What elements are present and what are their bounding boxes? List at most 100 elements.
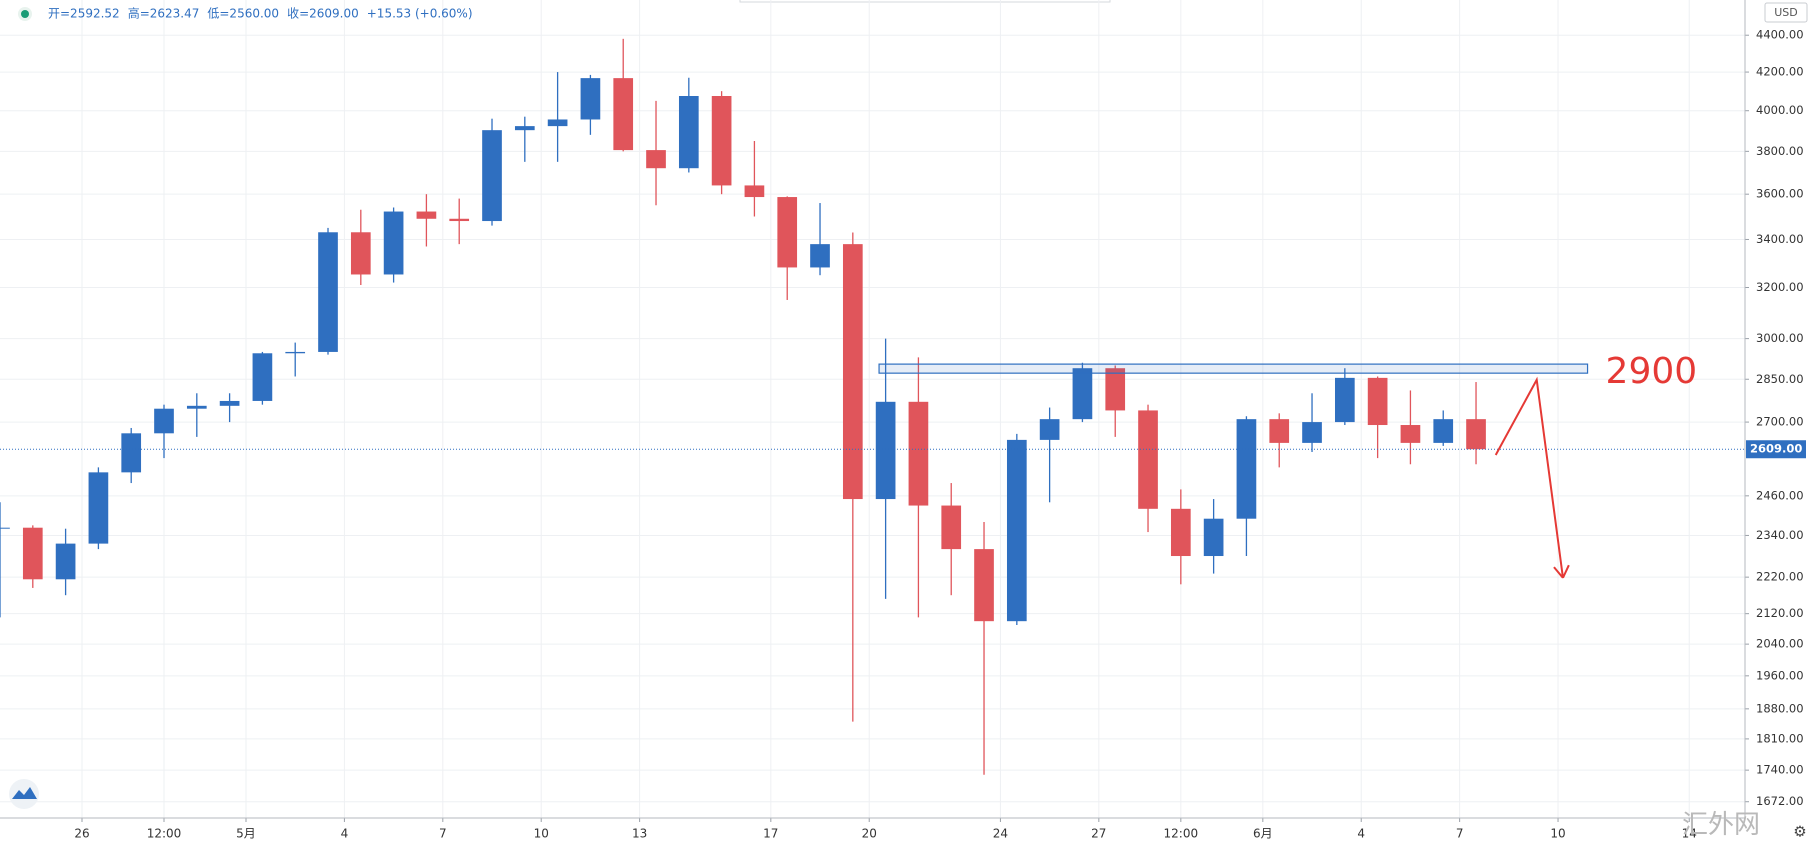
header: 开=2592.52 高=2623.47 低=2560.00 收=2609.00 +15.… xyxy=(48,6,473,21)
y-tick-label: 4400.00 xyxy=(1756,28,1804,42)
candle-body xyxy=(121,433,142,473)
candle-body xyxy=(318,232,338,352)
ohlc-value: 收=2609.00 xyxy=(287,7,359,21)
candle-body xyxy=(1138,410,1158,509)
y-tick-label: 1740.00 xyxy=(1756,763,1804,777)
candle-body xyxy=(1039,419,1060,440)
currency: USD xyxy=(1774,6,1798,19)
x-tick-label: 24 xyxy=(993,827,1008,841)
change-value: +15.53 (+0.60%) xyxy=(367,7,473,21)
y-tick-label: 2850.00 xyxy=(1756,372,1804,386)
y-tick-label: 3000.00 xyxy=(1756,331,1804,345)
candle-body xyxy=(1269,419,1290,443)
settings-icon[interactable]: ⚙ xyxy=(1793,823,1806,841)
candle-body xyxy=(1302,422,1322,443)
x-tick-label: 27 xyxy=(1091,827,1106,841)
candle-body xyxy=(55,543,76,580)
last-price-label: 2609.00 xyxy=(1750,442,1802,456)
y-tick-label: 2700.00 xyxy=(1756,415,1804,429)
candle-body xyxy=(219,400,240,406)
x-tick-label: 10 xyxy=(534,827,549,841)
x-tick-label: 20 xyxy=(862,827,877,841)
x-tick-label: 6月 xyxy=(1253,827,1273,841)
candle-body xyxy=(1105,368,1126,411)
candle-body xyxy=(154,408,174,434)
candle-body xyxy=(744,185,765,198)
candle-body xyxy=(383,211,404,275)
candle-body xyxy=(580,78,601,120)
ohlc-value: 低=2560.00 xyxy=(207,7,279,21)
resistance-zone xyxy=(878,363,1589,374)
candle-body xyxy=(547,119,568,127)
candle-body xyxy=(1203,518,1224,557)
y-tick-label: 4200.00 xyxy=(1756,65,1804,79)
candle-body xyxy=(1466,419,1486,450)
candle-body xyxy=(875,401,896,500)
logo xyxy=(12,787,37,799)
x-tick-label: 10 xyxy=(1550,827,1565,841)
projection-path xyxy=(1494,376,1564,578)
x-tick-label: 12:00 xyxy=(147,827,182,841)
y-tick-label: 2040.00 xyxy=(1756,637,1804,651)
x-tick-label: 17 xyxy=(763,827,778,841)
candle-body xyxy=(1072,368,1093,420)
y-tick-label: 3400.00 xyxy=(1756,232,1804,246)
candle-body xyxy=(285,351,306,354)
candle-body xyxy=(613,78,634,151)
candle-body xyxy=(416,211,437,219)
candle-body xyxy=(842,244,863,500)
status-dot xyxy=(21,10,29,18)
candle-body xyxy=(350,232,371,275)
candle-body xyxy=(1433,419,1454,443)
candle-body xyxy=(1400,425,1421,443)
candle-body xyxy=(22,527,43,580)
candle-body xyxy=(1334,377,1355,423)
y-tick-label: 1880.00 xyxy=(1756,701,1804,715)
y-tick-label: 4000.00 xyxy=(1756,103,1804,117)
x-tick-label: 4 xyxy=(341,827,349,841)
candle-body xyxy=(908,401,929,506)
candle-body xyxy=(252,353,273,401)
x-tick-label: 7 xyxy=(439,827,447,841)
x-tick-label: 26 xyxy=(74,827,89,841)
candle-body xyxy=(974,549,994,622)
ohlc-value: 高=2623.47 xyxy=(128,6,200,21)
x-tick-label: 14 xyxy=(1682,827,1697,841)
candle-body xyxy=(186,405,207,409)
candle-body xyxy=(810,244,830,268)
candle-body xyxy=(1367,377,1388,426)
y-tick-label: 1672.00 xyxy=(1756,794,1804,808)
candle-body xyxy=(711,96,732,186)
x-tick-label: 12:00 xyxy=(1164,827,1199,841)
candle-body xyxy=(514,126,535,131)
watermark: 汇外网 xyxy=(1682,810,1760,840)
last-price-box xyxy=(1746,440,1806,459)
candle-body xyxy=(449,218,470,222)
y-tick-label: 2460.00 xyxy=(1756,488,1804,502)
y-tick-label: 3800.00 xyxy=(1756,144,1804,158)
currency-box xyxy=(1764,2,1808,23)
logo-bg[interactable] xyxy=(9,779,39,809)
y-tick-label: 2120.00 xyxy=(1756,606,1804,620)
x-tick-label: 7 xyxy=(1456,827,1464,841)
y-tick-label: 3200.00 xyxy=(1756,280,1804,294)
y-tick-label: 3600.00 xyxy=(1756,187,1804,201)
candle-body xyxy=(1236,419,1257,519)
candle-body xyxy=(678,96,699,169)
y-tick-label: 1960.00 xyxy=(1756,668,1804,682)
candle-body xyxy=(0,527,10,529)
x-tick-label: 4 xyxy=(1357,827,1365,841)
x-tick-label: 5月 xyxy=(236,827,256,841)
toolbar-edge xyxy=(739,0,1111,3)
candle-body xyxy=(941,505,962,550)
candle-body xyxy=(482,130,502,222)
candle-body xyxy=(646,150,666,169)
candle-body xyxy=(1006,439,1027,622)
y-tick-label: 2340.00 xyxy=(1756,528,1804,542)
annotation: 2900 xyxy=(1606,351,1698,392)
candle-body xyxy=(1170,508,1191,557)
candle-body xyxy=(88,472,109,544)
x-tick-label: 13 xyxy=(632,827,647,841)
